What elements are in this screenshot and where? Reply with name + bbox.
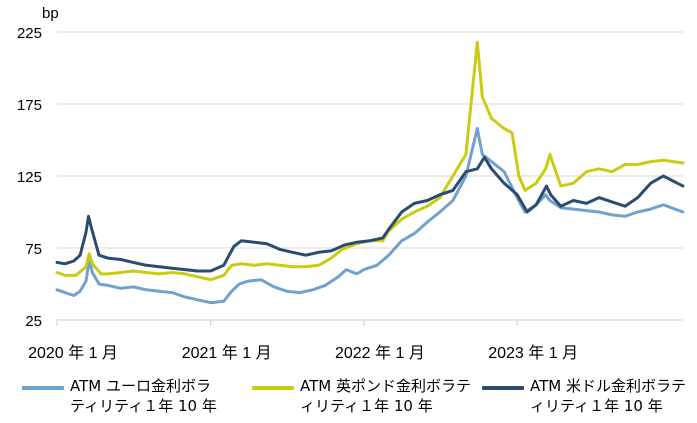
legend-item-eur: ATM ユーロ金利ボラティリティ１年 10 年 xyxy=(22,376,220,416)
series-line-2 xyxy=(55,155,685,273)
series-line-1 xyxy=(55,40,685,282)
chart-gridlines xyxy=(57,31,683,249)
series-line-0 xyxy=(55,127,685,305)
chart-legend: ATM ユーロ金利ボラティリティ１年 10 年 ATM 英ポンド金利ボラティリテ… xyxy=(0,370,697,423)
y-tick-label: 125 xyxy=(17,169,42,186)
y-tick-label: 75 xyxy=(25,241,42,258)
legend-label-gbp: ATM 英ポンド金利ボラティリティ１年 10 年 xyxy=(300,377,471,415)
x-tick-label: 2022 年 1 月 xyxy=(335,344,425,362)
y-axis-tick-labels: 25 75 125 175 225 xyxy=(17,25,42,330)
legend-label-usd: ATM 米ドル金利ボラティリティ１年 10 年 xyxy=(530,377,686,415)
x-tick-label: 2020 年 1 月 xyxy=(28,344,118,362)
legend-item-gbp: ATM 英ポンド金利ボラティリティ１年 10 年 xyxy=(252,376,472,416)
legend-swatch-gbp xyxy=(252,386,294,390)
legend-swatch-eur xyxy=(22,386,64,390)
y-axis-unit-label: bp xyxy=(42,5,59,22)
x-tick-label: 2023 年 1 月 xyxy=(488,344,578,362)
x-axis-tick-labels: 2020 年 1 月 2021 年 1 月 2022 年 1 月 2023 年 1 月 xyxy=(28,344,578,362)
y-tick-label: 175 xyxy=(17,97,42,114)
x-axis-tick-marks xyxy=(56,320,518,326)
y-tick-label: 225 xyxy=(17,25,42,42)
legend-label-eur: ATM ユーロ金利ボラティリティ１年 10 年 xyxy=(70,377,217,415)
series-lines xyxy=(55,40,685,305)
x-tick-label: 2021 年 1 月 xyxy=(182,344,272,362)
legend-item-usd: ATM 米ドル金利ボラティリティ１年 10 年 xyxy=(482,376,690,416)
legend-swatch-usd xyxy=(482,386,524,390)
y-tick-label: 25 xyxy=(25,313,42,330)
